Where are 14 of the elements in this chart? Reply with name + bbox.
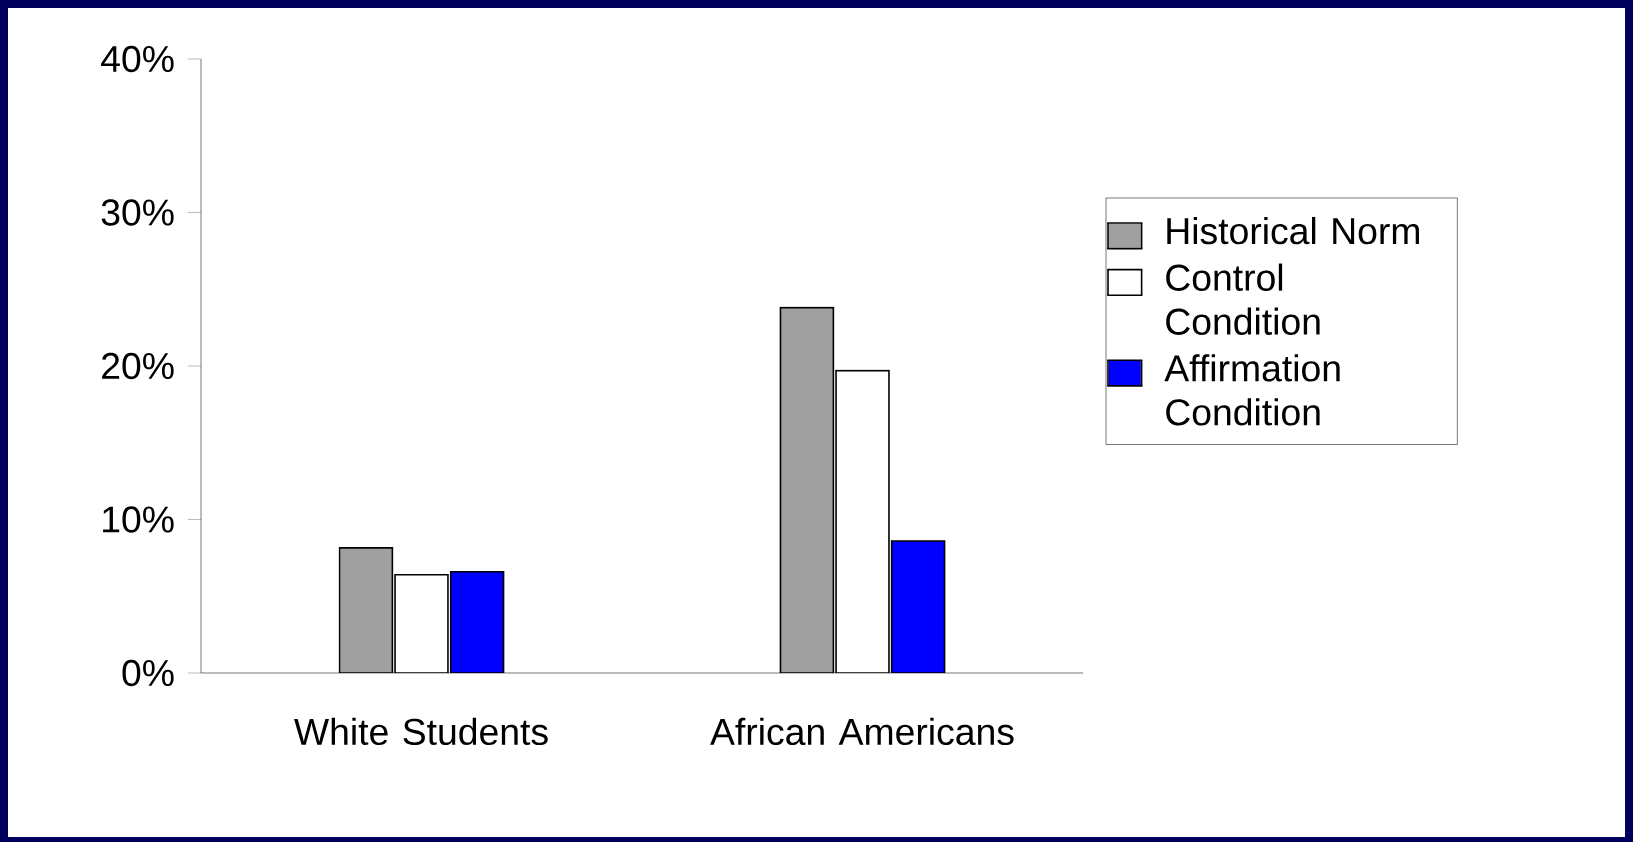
bar xyxy=(890,540,946,673)
bar xyxy=(449,570,505,673)
bar xyxy=(338,547,394,673)
bar xyxy=(779,306,835,673)
y-tick-label: 40% xyxy=(101,45,174,73)
legend-label: Affirmation Condition xyxy=(1164,354,1340,426)
legend-label: Historical Norm xyxy=(1167,216,1419,245)
x-tick-label: White Students xyxy=(294,717,548,746)
y-tick-label: 30% xyxy=(101,199,174,226)
y-tick-label: 20% xyxy=(102,352,174,380)
y-tick-label: 0% xyxy=(122,659,174,687)
y-tick-label: 10% xyxy=(103,506,174,533)
x-tick-label: African Americans xyxy=(710,717,1014,746)
text: Control Condition xyxy=(1166,263,1320,335)
